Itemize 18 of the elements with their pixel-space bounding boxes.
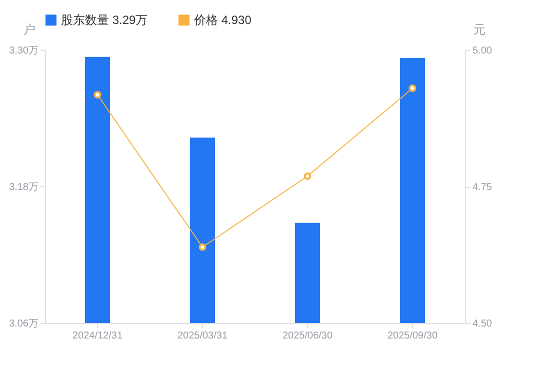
x-tick-label: 2024/12/31 — [72, 330, 123, 342]
legend-label: 价格 4.930 — [193, 13, 252, 28]
y-axis-title: 户 — [24, 22, 36, 36]
legend-label: 股东数量 3.29万 — [61, 13, 148, 28]
y-tick-label: 3.18万 — [9, 182, 38, 193]
y2-tick-label: 4.50 — [472, 318, 492, 330]
point — [94, 91, 102, 99]
x-tick-label: 2025/09/30 — [387, 330, 438, 342]
y2-tick-label: 4.75 — [472, 182, 492, 193]
y2-axis-title: 元 — [474, 22, 486, 36]
y-tick-label: 3.30万 — [9, 46, 38, 56]
point — [408, 84, 416, 92]
point — [198, 243, 206, 251]
x-tick-label: 2025/06/30 — [282, 330, 333, 342]
point — [304, 172, 312, 180]
x-tick-label: 2025/03/31 — [177, 330, 228, 342]
y2-tick-label: 5.00 — [472, 46, 492, 56]
y-tick-label: 3.06万 — [9, 318, 38, 330]
